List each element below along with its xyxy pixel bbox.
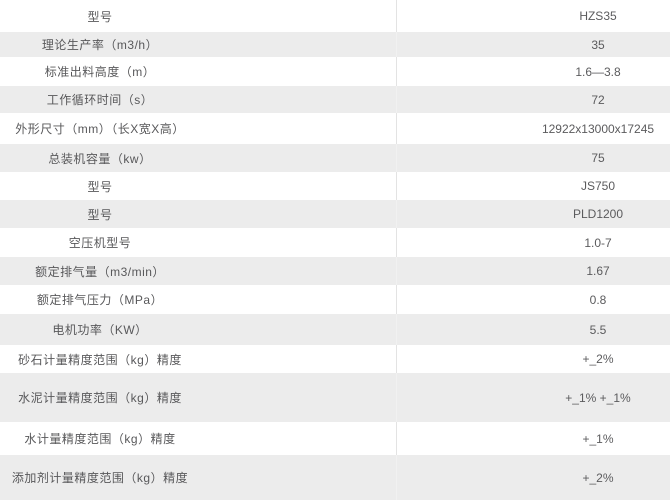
spec-value: HZS35 — [579, 9, 617, 23]
spec-label-cell: 型号 — [0, 0, 397, 32]
spec-value: +_1% +_1% — [565, 390, 631, 405]
spec-label-cell: 标准出料高度（m） — [0, 57, 397, 86]
spec-label: 砂石计量精度范围（kg）精度 — [18, 352, 182, 367]
table-row: 空压机型号 1.0-7 — [0, 228, 670, 257]
table-row: 型号 PLD1200 — [0, 200, 670, 228]
spec-value-cell: 1.67 — [397, 257, 670, 285]
spec-label-cell: 水计量精度范围（kg）精度 — [0, 422, 397, 455]
spec-label-cell: 工作循环时间（s） — [0, 86, 397, 113]
spec-label: 外形尺寸（mm）（长X宽X高） — [15, 122, 185, 136]
spec-label: 空压机型号 — [68, 236, 132, 250]
spec-value-cell: 72 — [397, 86, 670, 113]
spec-value-cell: +_2% — [397, 455, 670, 500]
spec-label-cell: 理论生产率（m3/h） — [0, 32, 397, 57]
spec-value: +_2% — [582, 352, 614, 366]
spec-label-cell: 总装机容量（kw） — [0, 144, 397, 172]
spec-value-cell: JS750 — [397, 172, 670, 200]
table-row: 水计量精度范围（kg）精度 +_1% — [0, 422, 670, 455]
spec-label-cell: 水泥计量精度范围（kg）精度 — [0, 373, 397, 422]
spec-value: 5.5 — [589, 322, 607, 337]
spec-value-cell: 5.5 — [397, 314, 670, 345]
spec-label: 型号 — [87, 207, 113, 222]
spec-value-cell: 75 — [397, 144, 670, 172]
spec-label-cell: 型号 — [0, 200, 397, 228]
table-row: 额定排气压力（MPa） 0.8 — [0, 285, 670, 314]
spec-value-cell: 0.8 — [397, 285, 670, 314]
spec-label: 额定排气压力（MPa） — [36, 293, 164, 307]
table-row: 理论生产率（m3/h） 35 — [0, 32, 670, 57]
spec-value: 1.0-7 — [584, 235, 612, 250]
table-row: 添加剂计量精度范围（kg）精度 +_2% — [0, 455, 670, 500]
table-row: 总装机容量（kw） 75 — [0, 144, 670, 172]
spec-label: 理论生产率（m3/h） — [41, 38, 159, 52]
table-row: 型号 JS750 — [0, 172, 670, 200]
spec-label-cell: 砂石计量精度范围（kg）精度 — [0, 345, 397, 373]
spec-label: 额定排气量（m3/min） — [35, 264, 165, 279]
spec-value: JS750 — [580, 179, 616, 193]
spec-value-cell: 1.0-7 — [397, 228, 670, 257]
spec-value: +_1% — [582, 431, 614, 446]
spec-value: 75 — [591, 151, 605, 165]
spec-value-cell: 1.6—3.8 — [397, 57, 670, 86]
spec-value: 35 — [591, 37, 605, 52]
spec-value: 0.8 — [589, 292, 607, 307]
spec-label: 水泥计量精度范围（kg）精度 — [18, 391, 182, 405]
spec-label-cell: 型号 — [0, 172, 397, 200]
spec-value: PLD1200 — [572, 207, 624, 221]
spec-value-cell: +_1% +_1% — [397, 373, 670, 422]
spec-value-cell: PLD1200 — [397, 200, 670, 228]
spec-label-cell: 外形尺寸（mm）（长X宽X高） — [0, 113, 397, 144]
spec-label: 电机功率（KW） — [52, 323, 148, 337]
spec-label-cell: 额定排气压力（MPa） — [0, 285, 397, 314]
spec-label: 添加剂计量精度范围（kg）精度 — [11, 471, 189, 485]
spec-label-cell: 额定排气量（m3/min） — [0, 257, 397, 285]
spec-value: 1.6—3.8 — [575, 64, 621, 79]
table-row: 工作循环时间（s） 72 — [0, 86, 670, 113]
spec-label-cell: 电机功率（KW） — [0, 314, 397, 345]
spec-label-cell: 空压机型号 — [0, 228, 397, 257]
spec-value: +_2% — [582, 470, 614, 485]
spec-label: 标准出料高度（m） — [44, 65, 156, 79]
spec-value: 12922x13000x17245 — [541, 121, 655, 136]
spec-label: 型号 — [87, 9, 113, 24]
table-row: 标准出料高度（m） 1.6—3.8 — [0, 57, 670, 86]
table-row: 水泥计量精度范围（kg）精度 +_1% +_1% — [0, 373, 670, 422]
spec-value: 72 — [591, 92, 605, 107]
spec-label: 水计量精度范围（kg）精度 — [24, 432, 176, 446]
spec-value: 1.67 — [586, 264, 610, 278]
spec-value-cell: HZS35 — [397, 0, 670, 32]
spec-value-cell: 35 — [397, 32, 670, 57]
spec-label: 工作循环时间（s） — [46, 93, 154, 107]
spec-label-cell: 添加剂计量精度范围（kg）精度 — [0, 455, 397, 500]
spec-value-cell: +_1% — [397, 422, 670, 455]
table-row: 砂石计量精度范围（kg）精度 +_2% — [0, 345, 670, 373]
spec-label: 总装机容量（kw） — [48, 151, 152, 166]
table-row: 额定排气量（m3/min） 1.67 — [0, 257, 670, 285]
table-row: 型号 HZS35 — [0, 0, 670, 32]
spec-value-cell: 12922x13000x17245 — [397, 113, 670, 144]
table-row: 外形尺寸（mm）（长X宽X高） 12922x13000x17245 — [0, 113, 670, 144]
table-row: 电机功率（KW） 5.5 — [0, 314, 670, 345]
spec-label: 型号 — [87, 179, 113, 194]
spec-value-cell: +_2% — [397, 345, 670, 373]
